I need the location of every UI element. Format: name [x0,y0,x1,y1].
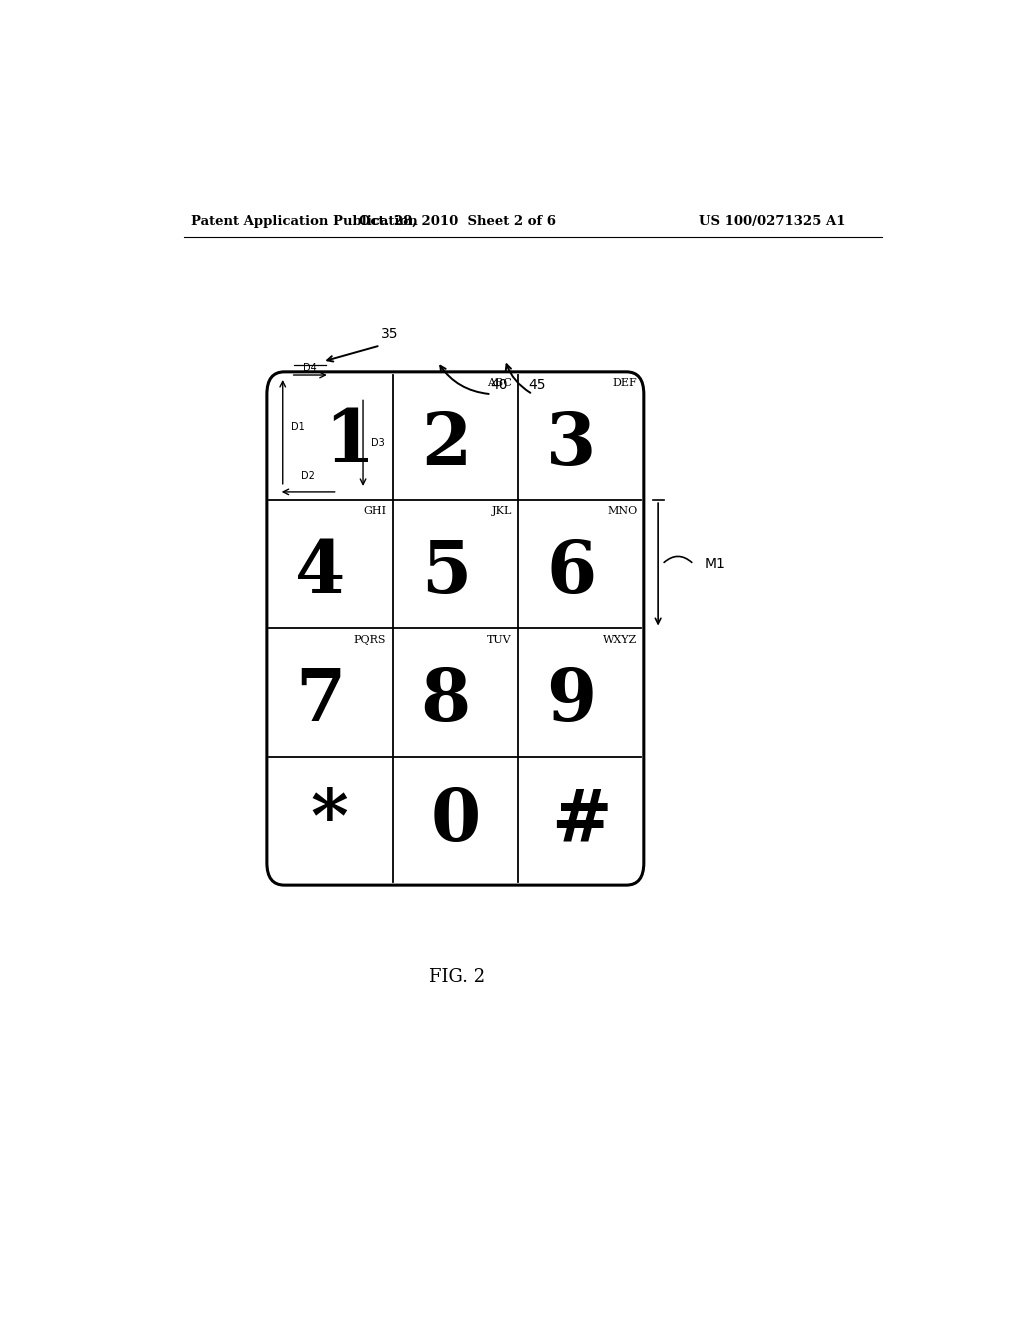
Text: FIG. 2: FIG. 2 [429,968,485,986]
Text: Oct. 28, 2010  Sheet 2 of 6: Oct. 28, 2010 Sheet 2 of 6 [358,215,556,228]
Text: 8: 8 [421,665,471,737]
Text: 0: 0 [430,785,480,857]
Text: 35: 35 [381,327,398,342]
Text: 45: 45 [528,378,546,392]
Text: 9: 9 [547,665,597,737]
Text: JKL: JKL [492,507,512,516]
Text: 3: 3 [547,409,597,479]
Text: TUV: TUV [487,635,512,644]
Text: M1: M1 [705,557,725,572]
Text: D4: D4 [303,363,317,374]
Text: 40: 40 [490,378,508,392]
Text: GHI: GHI [364,507,386,516]
Text: PQRS: PQRS [353,635,386,644]
Text: Patent Application Publication: Patent Application Publication [191,215,418,228]
Text: 1: 1 [325,405,375,477]
Text: 7: 7 [295,665,345,737]
Text: 4: 4 [295,537,345,609]
Text: D3: D3 [371,438,385,447]
Text: MNO: MNO [607,507,638,516]
Text: ABC: ABC [487,378,512,388]
Text: US 100/0271325 A1: US 100/0271325 A1 [699,215,846,228]
Text: D1: D1 [292,422,305,432]
Text: #: # [551,785,611,857]
Text: *: * [311,785,348,857]
Text: 6: 6 [547,537,597,609]
Text: D2: D2 [301,471,315,480]
Text: DEF: DEF [612,378,638,388]
Text: 5: 5 [421,537,471,609]
Text: WXYZ: WXYZ [603,635,638,644]
FancyBboxPatch shape [267,372,644,886]
Text: 2: 2 [421,409,471,479]
